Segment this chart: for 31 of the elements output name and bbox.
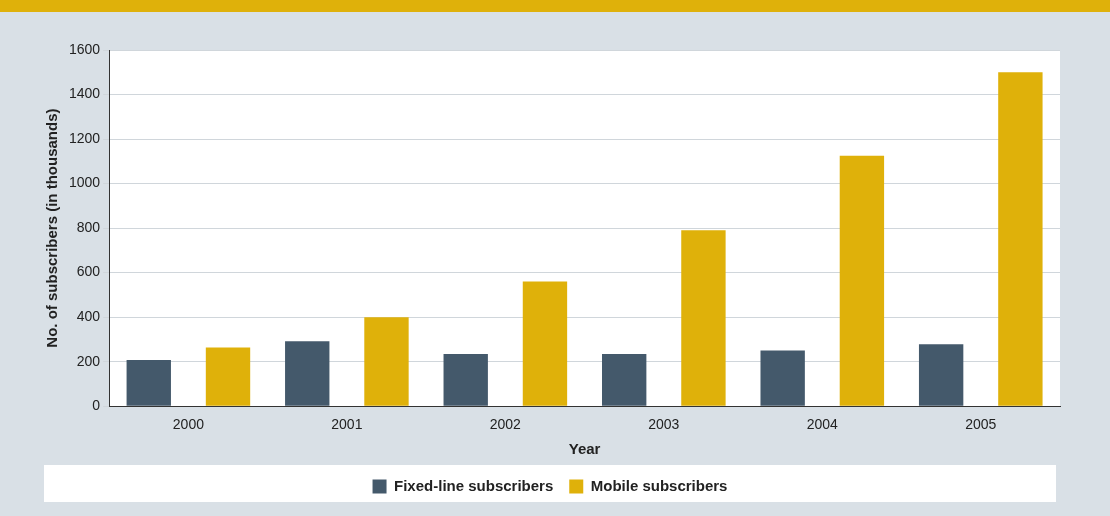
y-tick-label: 1600 xyxy=(68,40,101,57)
x-tick-label: 2005 xyxy=(965,416,997,433)
bar xyxy=(918,344,964,406)
x-tick-label: 2001 xyxy=(331,416,363,433)
bar xyxy=(126,360,171,406)
bar xyxy=(602,353,647,406)
bar xyxy=(205,347,251,406)
bar xyxy=(760,350,805,406)
y-tick-label: 400 xyxy=(76,308,101,325)
bar xyxy=(681,230,726,406)
bar xyxy=(364,317,409,406)
x-tick-label: 2000 xyxy=(172,416,205,433)
x-tick-label: 2002 xyxy=(489,416,522,433)
x-tick-label: 2003 xyxy=(648,416,680,433)
y-tick-label: 1200 xyxy=(68,129,101,146)
y-axis-title: No. of subscribers (in thousands) xyxy=(43,108,61,348)
legend-label: Fixed-line subscribers xyxy=(394,476,554,494)
x-axis-title: Year xyxy=(568,440,601,458)
x-tick-label: 2004 xyxy=(806,416,839,433)
bar xyxy=(839,155,885,406)
y-tick-label: 800 xyxy=(76,218,101,235)
y-tick-label: 0 xyxy=(92,397,101,414)
y-tick-label: 1400 xyxy=(68,85,101,102)
bar xyxy=(285,341,330,406)
bar xyxy=(443,353,488,406)
y-tick-label: 600 xyxy=(76,263,101,280)
y-tick-label: 200 xyxy=(76,352,101,369)
legend-label: Mobile subscribers xyxy=(590,476,728,494)
bar xyxy=(998,72,1043,406)
bar xyxy=(522,281,568,406)
y-tick-label: 1000 xyxy=(68,174,101,191)
